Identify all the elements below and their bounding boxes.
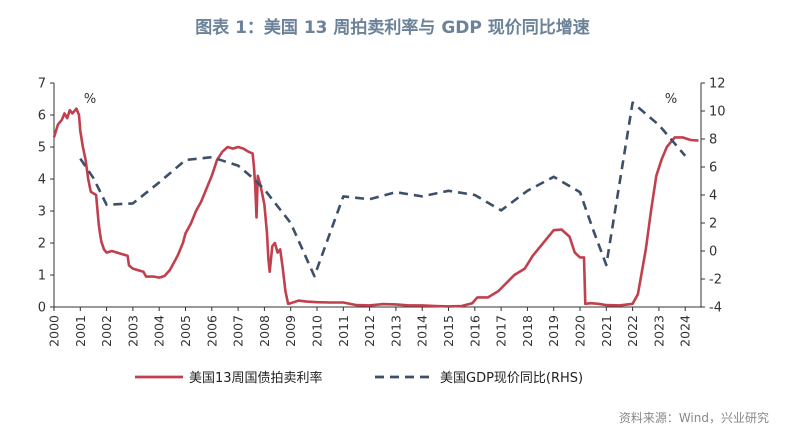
x-tick-label: 2017 (494, 315, 509, 347)
x-tick-label: 2020 (573, 315, 588, 347)
right-tick-label: -4 (709, 301, 722, 316)
series-layer (52, 101, 699, 308)
x-tick-label: 2004 (152, 315, 167, 347)
x-tick-label: 2023 (651, 315, 666, 347)
x-tick-label: 2003 (125, 315, 140, 347)
x-tick-label: 2014 (415, 315, 430, 347)
x-tick-label: 2009 (283, 315, 298, 347)
left-tick-label: 1 (38, 269, 46, 284)
x-tick-label: 2012 (362, 315, 377, 347)
legend: 美国13周国债拍卖利率 美国GDP现价同比(RHS) (135, 370, 583, 386)
right-tick-label: 2 (709, 217, 717, 232)
right-tick-label: -2 (709, 273, 722, 288)
right-tick-label: 4 (709, 189, 717, 204)
right-tick-label: 10 (709, 105, 726, 120)
x-tick-label: 2022 (625, 315, 640, 347)
left-tick-label: 5 (38, 141, 46, 156)
x-tick-label: 2000 (47, 315, 62, 347)
legend-label-0: 美国13周国债拍卖利率 (189, 370, 323, 386)
left-unit-label: % (84, 92, 96, 107)
right-tick-label: 0 (709, 245, 717, 260)
x-tick-label: 2011 (336, 315, 351, 347)
x-tick-label: 2015 (441, 315, 456, 347)
x-tick-label: 2001 (73, 315, 88, 347)
legend-label-1: 美国GDP现价同比(RHS) (440, 371, 583, 386)
right-tick-label: 8 (709, 133, 717, 148)
x-tick-label: 2018 (520, 315, 535, 347)
x-tick-label: 2010 (310, 315, 325, 347)
x-tick-label: 2008 (257, 315, 272, 347)
x-tick-label: 2013 (388, 315, 403, 347)
x-tick-label: 2021 (599, 315, 614, 347)
x-tick-label: 2019 (546, 315, 561, 347)
chart-title: 图表 1：美国 13 周拍卖利率与 GDP 现价同比增速 (195, 18, 590, 38)
left-tick-label: 7 (38, 77, 46, 92)
x-tick-label: 2006 (204, 315, 219, 347)
left-tick-label: 0 (38, 301, 46, 316)
x-tick-label: 2007 (231, 315, 246, 347)
x-tick-label: 2016 (467, 315, 482, 347)
right-tick-label: 6 (709, 161, 717, 176)
series-line-1 (79, 101, 687, 278)
chart-source: 资料来源：Wind，兴业研究 (618, 411, 769, 425)
left-tick-label: 4 (38, 173, 46, 188)
right-tick-label: 12 (709, 77, 726, 92)
left-tick-label: 6 (38, 109, 46, 124)
left-tick-label: 2 (38, 237, 46, 252)
x-tick-label: 2024 (678, 315, 693, 347)
series-line-0 (52, 107, 699, 308)
x-tick-label: 2002 (99, 315, 114, 347)
x-tick-label: 2005 (178, 315, 193, 347)
left-tick-label: 3 (38, 205, 46, 220)
right-unit-label: % (665, 92, 677, 107)
